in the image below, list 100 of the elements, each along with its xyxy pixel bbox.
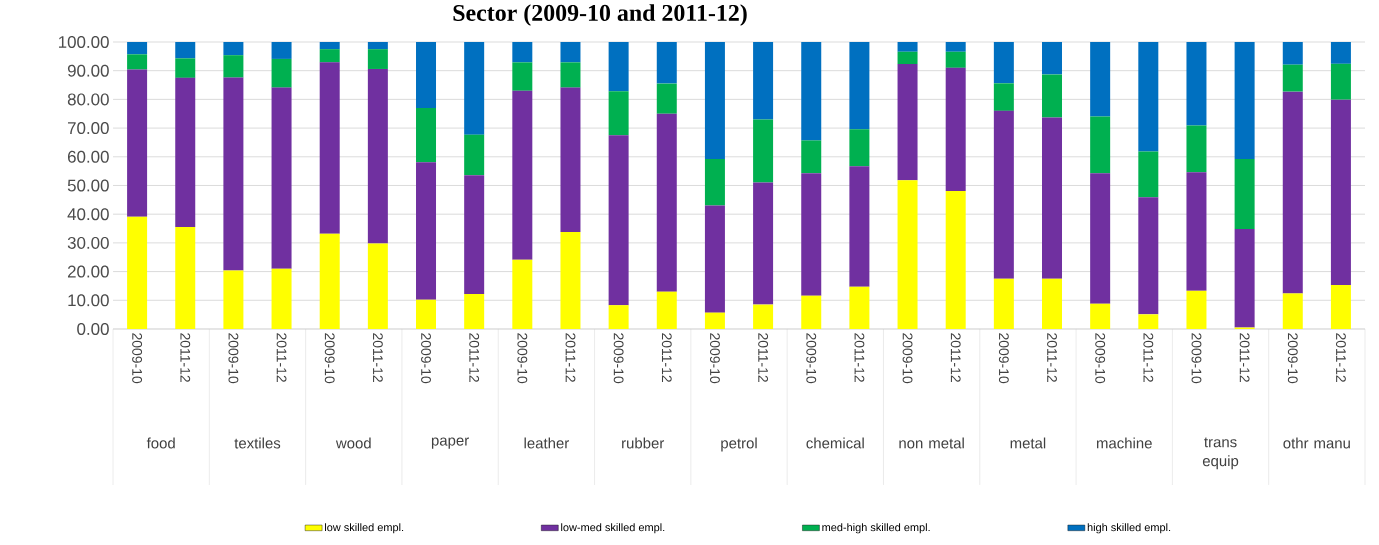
bar bbox=[464, 175, 485, 294]
y-tick-label: 10.00 bbox=[68, 294, 109, 307]
text: machine bbox=[1096, 437, 1152, 449]
bar bbox=[1330, 99, 1351, 286]
bar bbox=[271, 268, 292, 329]
x-tick-label: 2009-10 bbox=[421, 333, 431, 384]
bar bbox=[993, 41, 1014, 84]
legend-label: med-high skilled empl. bbox=[822, 523, 930, 534]
bar bbox=[367, 243, 388, 329]
bar bbox=[271, 41, 292, 59]
bar bbox=[1138, 314, 1159, 329]
bar bbox=[464, 41, 485, 135]
bar bbox=[1042, 278, 1063, 329]
x-tick-label: 2009-10 bbox=[613, 333, 624, 384]
bar bbox=[704, 312, 725, 329]
bar bbox=[560, 231, 581, 329]
bar bbox=[1186, 125, 1207, 173]
bar bbox=[1042, 74, 1063, 118]
legend-label: low skilled empl. bbox=[325, 523, 404, 534]
bar bbox=[897, 51, 918, 65]
bar bbox=[993, 83, 1014, 111]
bar bbox=[416, 41, 437, 108]
x-tick-label: 2011-12 bbox=[1335, 333, 1346, 382]
bar bbox=[560, 62, 581, 88]
bar bbox=[1090, 41, 1111, 117]
bar bbox=[319, 41, 340, 50]
x-tick-label: 2009-10 bbox=[709, 333, 720, 384]
bar bbox=[849, 41, 870, 130]
x-tick-label: 2011-12 bbox=[1143, 333, 1154, 382]
bar bbox=[367, 68, 388, 244]
x-tick-label: 2011-12 bbox=[565, 333, 576, 382]
text: petrol bbox=[721, 437, 757, 452]
bar bbox=[849, 166, 870, 287]
text: metal bbox=[1010, 437, 1046, 449]
bar bbox=[1330, 285, 1351, 329]
y-tick-label: 40.00 bbox=[67, 208, 109, 221]
bar bbox=[223, 77, 244, 271]
bar bbox=[656, 41, 677, 84]
y-tick-label: 70.00 bbox=[67, 122, 109, 135]
bar bbox=[512, 41, 533, 63]
bar bbox=[1186, 172, 1207, 291]
x-tick-label: 2009-10 bbox=[1095, 333, 1106, 384]
bar bbox=[127, 41, 148, 55]
bar bbox=[512, 90, 533, 260]
bar bbox=[801, 295, 822, 329]
bar bbox=[223, 55, 244, 78]
bar bbox=[175, 77, 196, 228]
bar bbox=[560, 87, 581, 232]
x-tick-label: 2009-10 bbox=[1191, 333, 1202, 384]
legend-label: low-med skilled empl. bbox=[561, 523, 665, 534]
bar bbox=[416, 299, 437, 329]
y-tick-label: 100.00 bbox=[58, 35, 109, 48]
y-tick-label: 60.00 bbox=[67, 150, 109, 163]
text: non metal bbox=[899, 437, 964, 449]
x-tick-label: 2009-10 bbox=[806, 333, 817, 384]
y-tick-label: 20.00 bbox=[67, 265, 109, 278]
bar bbox=[416, 107, 437, 163]
bar bbox=[1234, 41, 1255, 160]
x-tick-label: 2011-12 bbox=[372, 333, 383, 382]
text: othr manu bbox=[1283, 437, 1350, 449]
bar bbox=[897, 64, 918, 181]
bar bbox=[945, 190, 966, 329]
bar bbox=[1138, 197, 1159, 315]
x-tick-label: 2009-10 bbox=[228, 333, 239, 384]
bar bbox=[1090, 116, 1111, 174]
bar bbox=[319, 233, 340, 329]
bar bbox=[512, 62, 533, 91]
x-tick-label: 2011-12 bbox=[180, 333, 191, 382]
bar bbox=[753, 41, 774, 120]
bar bbox=[127, 216, 148, 329]
x-tick-label: 2011-12 bbox=[854, 333, 865, 382]
bar bbox=[1282, 64, 1303, 92]
bar bbox=[608, 41, 629, 92]
bar bbox=[1186, 41, 1207, 126]
bar bbox=[319, 62, 340, 234]
bar bbox=[897, 41, 918, 52]
bar bbox=[849, 129, 870, 167]
bar bbox=[993, 110, 1014, 279]
text: leather bbox=[524, 437, 569, 449]
bar bbox=[367, 41, 388, 50]
bar bbox=[993, 278, 1014, 329]
bar bbox=[1138, 151, 1159, 198]
bar bbox=[608, 91, 629, 136]
bar bbox=[1090, 173, 1111, 304]
bar bbox=[512, 259, 533, 329]
bar bbox=[1330, 63, 1351, 100]
text: wood bbox=[335, 437, 371, 449]
bar bbox=[753, 119, 774, 183]
bar bbox=[127, 69, 148, 217]
bar bbox=[1042, 41, 1063, 75]
y-tick-label: 30.00 bbox=[67, 236, 109, 249]
bar bbox=[367, 49, 388, 69]
y-tick-label: 90.00 bbox=[67, 64, 109, 77]
bar bbox=[801, 173, 822, 296]
y-tick-label: 80.00 bbox=[67, 93, 109, 106]
bar bbox=[175, 41, 196, 59]
x-tick-label: 2011-12 bbox=[469, 333, 480, 382]
bar bbox=[1186, 290, 1207, 329]
x-tick-label: 2009-10 bbox=[1287, 333, 1298, 384]
bar bbox=[1042, 117, 1063, 279]
